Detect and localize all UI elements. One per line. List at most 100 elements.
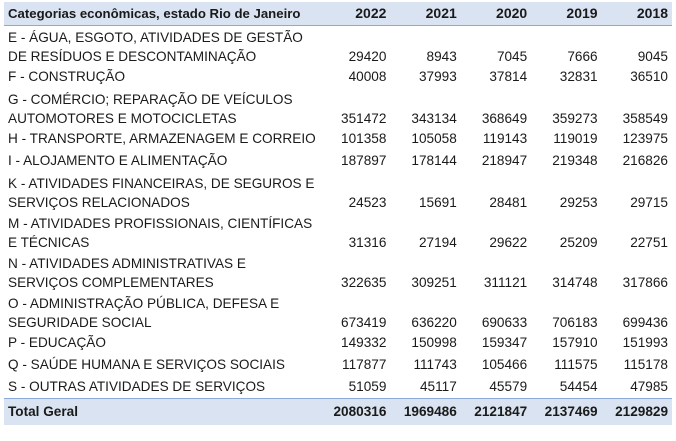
cell-value: 15691 (418, 194, 457, 210)
cell-value: 187897 (341, 152, 387, 168)
cell-value: 45117 (420, 378, 457, 394)
cell-value: 29420 (348, 48, 387, 64)
cell-value: 32831 (559, 68, 598, 84)
row-label: Q - SAÚDE HUMANA E SERVIÇOS SOCIAIS (8, 356, 285, 372)
total-value: 2137469 (531, 397, 602, 425)
cell-value: 9045 (637, 48, 668, 64)
cell-value: 119019 (553, 130, 598, 146)
data-table-container: Categorias econômicas, estado Rio de Jan… (4, 2, 672, 425)
cell-value: 29253 (559, 194, 598, 210)
cell-value: 101358 (341, 130, 387, 146)
table-row: O - ADMINISTRAÇÃO PÚBLICA, DEFESA E SEGU… (4, 292, 672, 332)
cell-value: 178144 (411, 152, 457, 168)
cell-value: 47985 (630, 378, 668, 394)
cell-value: 7045 (496, 48, 528, 64)
table-row: G - COMÉRCIO; REPARAÇÃO DE VEÍCULOS AUTO… (4, 88, 672, 128)
cell-value: 45579 (489, 378, 528, 394)
cell-value: 119143 (482, 130, 528, 146)
cell-value: 22751 (630, 234, 668, 250)
row-label: S - OUTRAS ATIVIDADES DE SERVIÇOS (8, 378, 266, 394)
row-label: G - COMÉRCIO; REPARAÇÃO DE VEÍCULOS AUTO… (8, 91, 293, 126)
row-label: F - CONSTRUÇÃO (8, 68, 126, 84)
cell-value: 218947 (481, 152, 528, 168)
cell-value: 111575 (554, 356, 598, 372)
row-label: I - ALOJAMENTO E ALIMENTAÇÃO (8, 152, 228, 168)
cell-value: 117877 (342, 356, 387, 372)
row-label: K - ATIVIDADES FINANCEIRAS, DE SEGUROS E… (8, 175, 315, 210)
cell-value: 37814 (489, 68, 528, 84)
cell-value: 314748 (552, 274, 598, 290)
cell-value: 358549 (622, 110, 668, 126)
cell-value: 351472 (341, 110, 387, 126)
table-row: E - ÁGUA, ESGOTO, ATIVIDADES DE GESTÃO D… (4, 25, 672, 66)
cell-value: 7666 (567, 48, 598, 64)
header-year-2022: 2022 (320, 2, 391, 26)
cell-value: 29715 (630, 194, 668, 210)
cell-value: 115178 (623, 356, 668, 372)
header-year-2021: 2021 (390, 2, 461, 26)
row-label: P - EDUCAÇÃO (8, 334, 106, 350)
cell-value: 322635 (341, 274, 387, 290)
table-row: S - OUTRAS ATIVIDADES DE SERVIÇOS 51059 … (4, 376, 672, 399)
cell-value: 636220 (411, 314, 457, 330)
table-row: N - ATIVIDADES ADMINISTRATIVAS E SERVIÇO… (4, 252, 672, 292)
row-label: H - TRANSPORTE, ARMAZENAGEM E CORREIO (8, 130, 316, 146)
table-row: Q - SAÚDE HUMANA E SERVIÇOS SOCIAIS 1178… (4, 354, 672, 376)
total-value: 2080316 (320, 397, 391, 425)
cell-value: 343134 (411, 110, 457, 126)
cell-value: 673419 (341, 314, 387, 330)
cell-value: 105058 (411, 130, 457, 146)
cell-value: 28481 (489, 194, 528, 210)
cell-value: 27194 (418, 234, 457, 250)
cell-value: 159347 (481, 334, 528, 350)
cell-value: 699436 (622, 314, 668, 330)
header-row: Categorias econômicas, estado Rio de Jan… (4, 2, 672, 26)
cell-value: 317866 (622, 274, 668, 290)
total-value: 1969486 (390, 397, 461, 425)
table-row: H - TRANSPORTE, ARMAZENAGEM E CORREIO 10… (4, 128, 672, 150)
cell-value: 31316 (348, 234, 387, 250)
cell-value: 54454 (559, 378, 598, 394)
cell-value: 24523 (348, 194, 387, 210)
economic-categories-table: Categorias econômicas, estado Rio de Jan… (4, 2, 672, 425)
cell-value: 309251 (411, 274, 457, 290)
cell-value: 311121 (483, 274, 528, 290)
table-row: K - ATIVIDADES FINANCEIRAS, DE SEGUROS E… (4, 172, 672, 212)
table-row: P - EDUCAÇÃO 149332 150998 159347 157910… (4, 332, 672, 354)
cell-value: 123975 (622, 130, 668, 146)
table-row: M - ATIVIDADES PROFISSIONAIS, CIENTÍFICA… (4, 212, 672, 252)
header-year-2020: 2020 (460, 2, 532, 26)
header-year-2018: 2018 (601, 2, 672, 26)
cell-value: 151993 (622, 334, 668, 350)
total-row: Total Geral 2080316 1969486 2121847 2137… (4, 397, 672, 425)
cell-value: 359273 (552, 110, 598, 126)
cell-value: 40008 (348, 68, 387, 84)
cell-value: 111743 (413, 356, 457, 372)
cell-value: 105466 (481, 356, 528, 372)
total-value: 2129829 (601, 397, 672, 425)
cell-value: 216826 (622, 152, 668, 168)
cell-value: 157910 (552, 334, 598, 350)
cell-value: 150998 (411, 334, 457, 350)
cell-value: 36510 (630, 68, 668, 84)
cell-value: 149332 (341, 334, 387, 350)
cell-value: 690633 (481, 314, 528, 330)
table-row: F - CONSTRUÇÃO 40008 37993 37814 32831 3… (4, 66, 672, 88)
cell-value: 219348 (552, 152, 598, 168)
total-value: 2121847 (460, 397, 532, 425)
row-label: N - ATIVIDADES ADMINISTRATIVAS E SERVIÇO… (8, 255, 246, 290)
table-row: I - ALOJAMENTO E ALIMENTAÇÃO 187897 1781… (4, 150, 672, 172)
cell-value: 25209 (559, 234, 598, 250)
cell-value: 368649 (481, 110, 528, 126)
row-label: O - ADMINISTRAÇÃO PÚBLICA, DEFESA E SEGU… (8, 295, 280, 330)
cell-value: 51059 (348, 378, 387, 394)
total-label: Total Geral (4, 397, 321, 425)
cell-value: 706183 (552, 314, 598, 330)
row-label: M - ATIVIDADES PROFISSIONAIS, CIENTÍFICA… (8, 215, 313, 250)
row-label: E - ÁGUA, ESGOTO, ATIVIDADES DE GESTÃO D… (8, 29, 303, 64)
header-year-2019: 2019 (531, 2, 602, 26)
cell-value: 37993 (418, 68, 457, 84)
header-category: Categorias econômicas, estado Rio de Jan… (4, 2, 321, 26)
cell-value: 8943 (426, 48, 457, 64)
cell-value: 29622 (489, 234, 528, 250)
